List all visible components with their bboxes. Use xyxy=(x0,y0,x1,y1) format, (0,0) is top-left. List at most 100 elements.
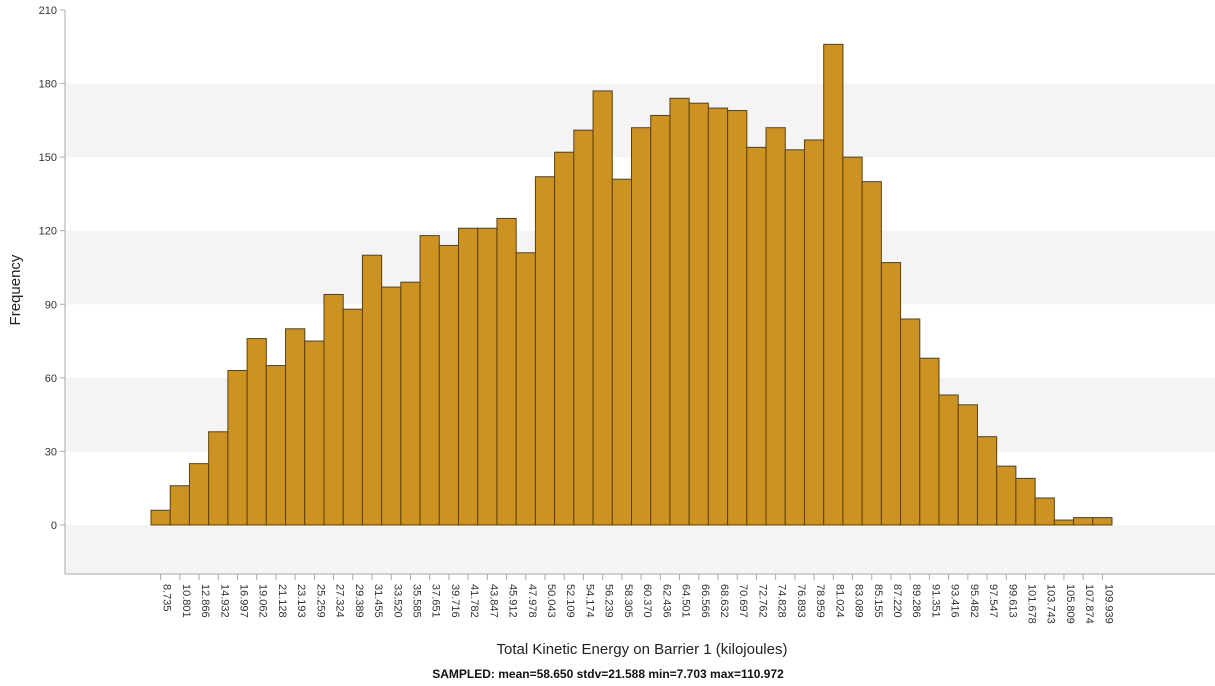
histogram-bar xyxy=(150,509,171,526)
x-tick-label: 87.220 xyxy=(891,584,903,618)
histogram-bar xyxy=(246,338,267,526)
histogram-bar xyxy=(169,485,190,526)
x-tick-label: 76.893 xyxy=(795,584,807,618)
histogram-bar xyxy=(323,293,344,526)
y-tick-labels: 0 30 60 90 120 150 180 210 xyxy=(39,5,57,532)
x-tick-label: 62.436 xyxy=(660,584,672,618)
x-tick-label: 107.874 xyxy=(1083,584,1095,624)
x-tick-label: 60.370 xyxy=(641,584,653,618)
histogram-bar xyxy=(938,394,959,526)
histogram-bar xyxy=(1015,477,1036,526)
x-tick-label: 31.455 xyxy=(372,584,384,618)
histogram-bar xyxy=(803,139,825,526)
x-tick-label: 33.520 xyxy=(391,584,403,618)
x-tick-label: 95.482 xyxy=(968,584,980,618)
histogram-bar xyxy=(727,110,748,526)
x-tick-label: 97.547 xyxy=(987,584,999,618)
histogram-bar xyxy=(458,227,479,526)
x-tick-label: 103.743 xyxy=(1045,584,1057,624)
y-tick-label: 0 xyxy=(51,520,57,532)
x-tick-label: 54.174 xyxy=(583,584,595,618)
histogram-bar xyxy=(227,369,248,526)
histogram-bar xyxy=(650,114,671,526)
histogram-bar xyxy=(534,176,556,526)
y-tick-label: 90 xyxy=(45,299,57,311)
histogram-bar xyxy=(496,217,517,526)
histogram-bar xyxy=(631,127,652,526)
x-tick-label: 21.128 xyxy=(276,584,288,618)
x-tick-label: 14.932 xyxy=(218,584,230,618)
histogram-bar xyxy=(285,328,306,526)
histogram-bar xyxy=(669,97,690,526)
y-tick-label: 60 xyxy=(45,373,57,385)
axes xyxy=(60,9,1215,580)
x-tick-label: 25.259 xyxy=(314,584,326,618)
histogram-bar xyxy=(419,235,440,526)
x-tick-label: 19.062 xyxy=(257,584,269,618)
x-tick-label: 29.389 xyxy=(353,584,365,618)
x-tick-label: 81.024 xyxy=(833,584,845,618)
histogram-bar xyxy=(784,149,805,526)
x-tick-label: 16.997 xyxy=(237,584,249,618)
histogram-bar xyxy=(996,465,1017,526)
histogram-bar xyxy=(188,463,210,526)
histogram-bar xyxy=(919,357,940,526)
y-tick-label: 120 xyxy=(39,226,57,238)
histogram-bar xyxy=(361,254,383,526)
x-tick-label: 27.324 xyxy=(334,584,346,618)
x-tick-label: 56.239 xyxy=(603,584,615,618)
histogram-bar xyxy=(1092,517,1113,526)
x-axis-title: Total Kinetic Energy on Barrier 1 (kiloj… xyxy=(497,641,788,658)
histogram-bar xyxy=(1073,517,1094,526)
x-tick-label: 45.912 xyxy=(507,584,519,618)
histogram-bar xyxy=(304,340,325,526)
grid-band xyxy=(65,524,1215,574)
x-tick-labels: 8.735 10.801 12.866 14.932 16.997 19.062 21.12… xyxy=(161,584,1115,624)
x-tick-label: 64.501 xyxy=(680,584,692,618)
histogram-bar xyxy=(880,262,902,526)
histogram-bar xyxy=(515,252,536,526)
y-tick-label: 150 xyxy=(39,152,57,164)
x-tick-label: 78.959 xyxy=(814,584,826,618)
x-tick-label: 52.109 xyxy=(564,584,576,618)
y-axis-title: Frequency xyxy=(7,254,24,325)
x-tick-label: 91.351 xyxy=(929,584,941,618)
x-tick-label: 8.735 xyxy=(161,584,173,612)
x-tick-label: 39.716 xyxy=(449,584,461,618)
histogram-bar xyxy=(1034,497,1055,526)
x-tick-label: 72.762 xyxy=(756,584,768,618)
bars xyxy=(150,43,1113,526)
x-tick-label: 105.809 xyxy=(1064,584,1076,624)
x-tick-label: 66.566 xyxy=(699,584,711,618)
y-tick-label: 180 xyxy=(39,79,57,91)
x-tick-label: 43.847 xyxy=(487,584,499,618)
histogram-bar xyxy=(900,318,921,526)
x-tick-label: 47.978 xyxy=(526,584,538,618)
histogram-bar xyxy=(592,90,613,526)
y-tick-label: 30 xyxy=(45,446,57,458)
histogram-bar xyxy=(707,107,729,526)
histogram-bar xyxy=(400,281,421,526)
histogram-bar xyxy=(265,365,287,526)
x-tick-label: 23.193 xyxy=(295,584,307,618)
histogram-bar xyxy=(381,286,402,526)
histogram-bar xyxy=(765,127,786,526)
x-tick-label: 58.305 xyxy=(622,584,634,618)
x-tick-label: 37.651 xyxy=(430,584,442,618)
x-tick-label: 85.155 xyxy=(872,584,884,618)
histogram-bar xyxy=(342,308,363,526)
x-tick-label: 41.782 xyxy=(468,584,480,618)
histogram-bar xyxy=(861,181,882,526)
histogram-bar xyxy=(688,102,709,526)
histogram-bar xyxy=(957,404,978,526)
histogram-bar xyxy=(842,156,863,526)
x-tick-label: 109.939 xyxy=(1102,584,1114,624)
histogram-bar xyxy=(554,151,575,526)
x-tick-label: 83.089 xyxy=(853,584,865,618)
x-tick-label: 101.678 xyxy=(1026,584,1038,624)
histogram-bar xyxy=(438,244,460,526)
x-tick-label: 74.828 xyxy=(776,584,788,618)
x-tick-label: 35.585 xyxy=(410,584,422,618)
histogram-bar xyxy=(976,436,998,526)
